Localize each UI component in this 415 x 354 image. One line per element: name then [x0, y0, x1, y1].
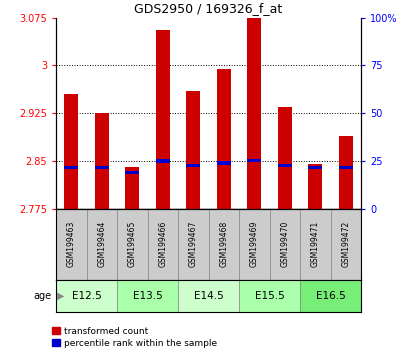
Bar — [148, 209, 178, 280]
Bar — [331, 209, 361, 280]
Bar — [87, 209, 117, 280]
Text: GSM199463: GSM199463 — [67, 221, 76, 268]
Bar — [56, 209, 87, 280]
Bar — [270, 209, 300, 280]
Bar — [300, 209, 331, 280]
Bar — [156, 30, 170, 209]
Bar — [278, 107, 292, 209]
Bar — [64, 166, 78, 169]
Text: E12.5: E12.5 — [72, 291, 101, 301]
Bar — [217, 161, 231, 165]
Bar — [56, 280, 117, 312]
Text: E16.5: E16.5 — [316, 291, 345, 301]
Text: GSM199470: GSM199470 — [280, 221, 289, 268]
Bar — [178, 280, 239, 312]
Bar — [186, 91, 200, 209]
Bar — [217, 69, 231, 209]
Bar — [125, 171, 139, 174]
Bar — [300, 280, 361, 312]
Bar — [339, 166, 353, 169]
Text: GSM199472: GSM199472 — [341, 221, 350, 267]
Bar — [95, 113, 109, 209]
Bar — [308, 166, 322, 169]
Bar — [247, 159, 261, 162]
Bar — [186, 164, 200, 167]
Bar — [239, 280, 300, 312]
Text: ▶: ▶ — [57, 291, 64, 301]
Text: E14.5: E14.5 — [194, 291, 223, 301]
Bar — [209, 209, 239, 280]
Text: age: age — [34, 291, 52, 301]
Text: E13.5: E13.5 — [133, 291, 162, 301]
Bar — [156, 159, 170, 162]
Bar — [117, 209, 148, 280]
Title: GDS2950 / 169326_f_at: GDS2950 / 169326_f_at — [134, 2, 283, 15]
Legend: transformed count, percentile rank within the sample: transformed count, percentile rank withi… — [52, 327, 217, 348]
Bar — [64, 94, 78, 209]
Bar — [278, 164, 292, 167]
Text: GSM199465: GSM199465 — [128, 221, 137, 268]
Bar — [247, 18, 261, 209]
Text: GSM199469: GSM199469 — [250, 221, 259, 268]
Text: GSM199466: GSM199466 — [158, 221, 167, 268]
Text: GSM199464: GSM199464 — [97, 221, 106, 268]
Bar — [95, 166, 109, 169]
Bar — [308, 164, 322, 209]
Text: GSM199471: GSM199471 — [311, 221, 320, 267]
Bar — [339, 136, 353, 209]
Bar — [239, 209, 270, 280]
Bar — [117, 280, 178, 312]
Bar — [178, 209, 209, 280]
Text: E15.5: E15.5 — [255, 291, 284, 301]
Bar — [125, 167, 139, 209]
Text: GSM199467: GSM199467 — [189, 221, 198, 268]
Text: GSM199468: GSM199468 — [219, 221, 228, 267]
